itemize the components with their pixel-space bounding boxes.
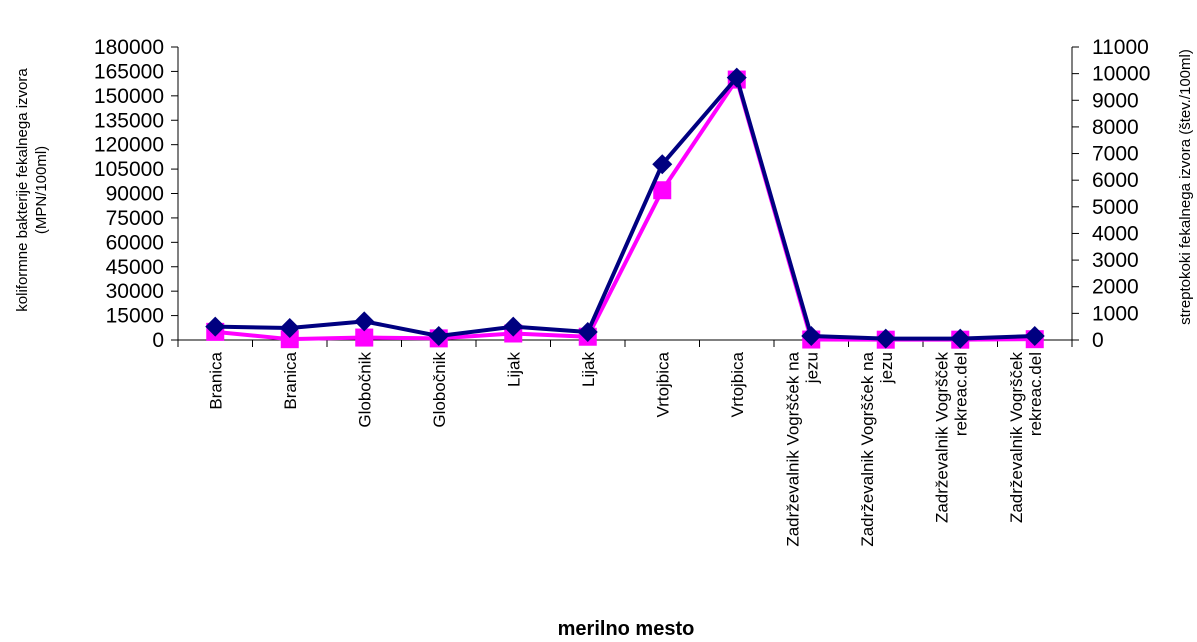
category-label-line: Zadrževalnik Vogršček bbox=[932, 352, 951, 524]
right-tick-label: 0 bbox=[1092, 329, 1104, 352]
right-tick-label: 1000 bbox=[1092, 302, 1139, 325]
left-axis-title: koliformne bakterije fekalnega izvora (M… bbox=[14, 68, 50, 312]
left-tick-label: 150000 bbox=[94, 85, 164, 108]
data-point-diamond bbox=[950, 328, 971, 349]
data-point-square bbox=[280, 330, 299, 349]
series-line bbox=[215, 75, 1035, 341]
category-label: Vrtojbica bbox=[653, 351, 672, 417]
left-tick-label: 30000 bbox=[106, 280, 164, 303]
left-tick-label: 75000 bbox=[106, 207, 164, 230]
category-label-line: Vrtojbica bbox=[653, 351, 672, 417]
right-tick-label: 4000 bbox=[1092, 222, 1139, 245]
category-label-line: Lijak bbox=[579, 352, 598, 387]
data-point-square bbox=[653, 181, 672, 200]
category-label: Branica bbox=[206, 351, 225, 409]
right-axis: 0 1000 2000 3000 4000 5000 6000 7000 8000 9000 100… bbox=[1071, 36, 1150, 352]
category-label-line: Vrtojbica bbox=[728, 351, 747, 417]
left-axis: 0150003000045000600007500090000105000120… bbox=[94, 36, 179, 352]
right-tick-label: 11000 bbox=[1092, 36, 1149, 59]
left-axis-title-line-2: (MPN/100ml) bbox=[33, 146, 50, 234]
category-label-line: Zadrževalnik Vogršček na bbox=[783, 351, 802, 546]
right-tick-label: 7000 bbox=[1092, 143, 1139, 166]
category-label: Lijak bbox=[504, 352, 523, 387]
data-point-diamond bbox=[801, 326, 822, 347]
category-label-line: Zadrževalnik Vogršček bbox=[1007, 352, 1026, 524]
category-label: Zadrževalnik Vogršček rekreac.del bbox=[932, 352, 970, 524]
x-axis-title: merilno mesto bbox=[558, 618, 695, 640]
category-label: Zadrževalnik Vogršček na jezu bbox=[783, 351, 821, 546]
data-point-diamond bbox=[652, 154, 673, 175]
category-label-line: Globočnik bbox=[355, 352, 374, 428]
series-layer bbox=[205, 67, 1045, 349]
data-point-square bbox=[355, 328, 374, 347]
left-tick-label: 105000 bbox=[94, 158, 164, 181]
right-tick-label: 10000 bbox=[1092, 63, 1150, 86]
series-koliformne bbox=[206, 70, 1044, 349]
data-point-diamond bbox=[354, 311, 375, 332]
left-tick-label: 135000 bbox=[94, 109, 164, 132]
category-label-line: rekreac.del bbox=[1026, 352, 1045, 436]
left-tick-label: 15000 bbox=[106, 305, 164, 328]
category-label: Branica bbox=[281, 351, 300, 409]
left-tick-label: 90000 bbox=[106, 183, 164, 206]
category-label-line: Branica bbox=[206, 351, 225, 409]
category-label: Zadrževalnik Vogršček na jezu bbox=[858, 351, 896, 546]
category-label-line: Globočnik bbox=[430, 352, 449, 428]
data-point-diamond bbox=[205, 316, 226, 337]
right-tick-label: 6000 bbox=[1092, 169, 1139, 192]
series-streptokoki bbox=[205, 67, 1045, 349]
category-labels: Branica Branica Globočnik Globočnik Lijak Lij… bbox=[206, 351, 1045, 546]
data-point-diamond bbox=[428, 326, 449, 347]
right-tick-label: 2000 bbox=[1092, 276, 1139, 299]
category-label-line: jezu bbox=[877, 352, 896, 384]
category-label: Vrtojbica bbox=[728, 351, 747, 417]
data-point-diamond bbox=[875, 328, 896, 349]
data-point-diamond bbox=[279, 318, 300, 339]
left-axis-title-line-1: koliformne bakterije fekalnega izvora bbox=[14, 68, 31, 312]
left-tick-label: 165000 bbox=[94, 60, 164, 83]
category-label-line: rekreac.del bbox=[951, 352, 970, 436]
series-line bbox=[215, 77, 1035, 342]
right-tick-label: 3000 bbox=[1092, 249, 1139, 272]
left-tick-label: 45000 bbox=[106, 256, 164, 279]
category-label: Globočnik bbox=[430, 352, 449, 428]
category-label: Globočnik bbox=[355, 352, 374, 428]
right-tick-label: 9000 bbox=[1092, 89, 1139, 112]
category-label: Lijak bbox=[579, 352, 598, 387]
left-tick-label: 0 bbox=[152, 329, 164, 352]
right-axis-title: streptokoki fekalnega izvora (štev./100m… bbox=[1177, 49, 1194, 325]
right-tick-label: 5000 bbox=[1092, 196, 1139, 219]
data-point-diamond bbox=[577, 322, 598, 343]
left-tick-label: 120000 bbox=[94, 134, 164, 157]
data-point-diamond bbox=[503, 316, 524, 337]
right-tick-label: 8000 bbox=[1092, 116, 1139, 139]
left-tick-label: 180000 bbox=[94, 36, 164, 59]
left-tick-label: 60000 bbox=[106, 231, 164, 254]
category-label-line: jezu bbox=[802, 352, 821, 384]
data-point-diamond bbox=[1024, 326, 1045, 347]
category-label-line: Zadrževalnik Vogršček na bbox=[858, 351, 877, 546]
category-label: Zadrževalnik Vogršček rekreac.del bbox=[1007, 352, 1045, 524]
category-label-line: Branica bbox=[281, 351, 300, 409]
data-point-diamond bbox=[726, 67, 747, 88]
category-label-line: Lijak bbox=[504, 352, 523, 387]
